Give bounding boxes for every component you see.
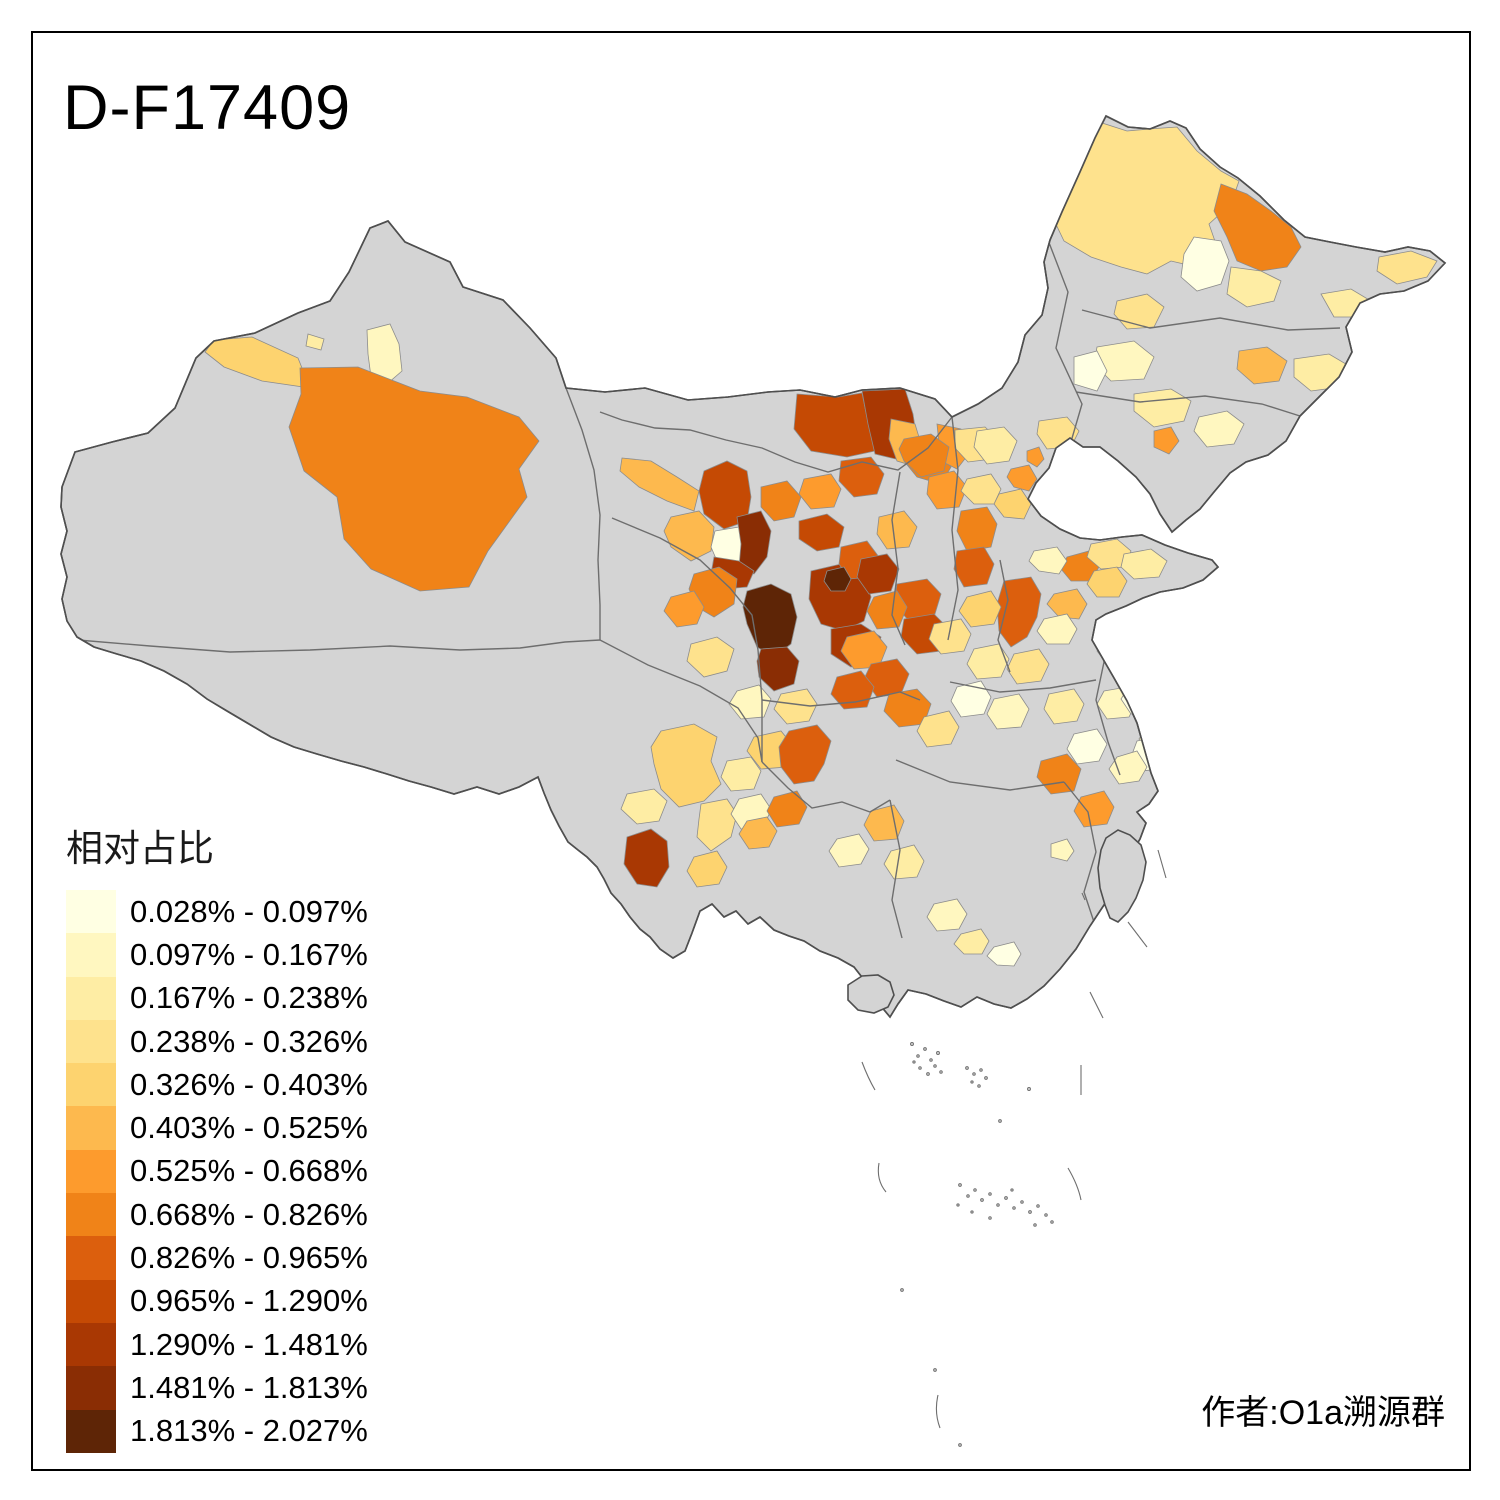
legend-item: 0.167% - 0.238% <box>66 976 368 1020</box>
legend-swatch <box>66 1193 116 1237</box>
legend-swatch <box>66 933 116 977</box>
page-title: D-F17409 <box>63 73 352 143</box>
legend-item: 0.097% - 0.167% <box>66 933 368 977</box>
legend-swatch <box>66 1063 116 1107</box>
legend-item: 0.525% - 0.668% <box>66 1149 368 1194</box>
legend-label: 0.965% - 1.290% <box>130 1283 368 1319</box>
taiwan-island <box>1097 829 1147 923</box>
legend-swatch <box>66 976 116 1020</box>
legend-item: 1.813% - 2.027% <box>66 1409 368 1453</box>
legend-swatch <box>66 1149 116 1194</box>
legend-title: 相对占比 <box>66 828 214 869</box>
legend-item: 0.238% - 0.326% <box>66 1019 368 1064</box>
legend-item: 0.028% - 0.097% <box>66 890 368 934</box>
legend-swatch <box>66 1409 116 1453</box>
legend-item: 0.403% - 0.525% <box>66 1106 368 1150</box>
legend-label: 0.097% - 0.167% <box>130 936 368 972</box>
legend-item: 1.290% - 1.481% <box>66 1322 368 1367</box>
south-china-sea-islands <box>861 849 1167 1447</box>
legend-item: 1.481% - 1.813% <box>66 1366 368 1410</box>
legend-swatch <box>66 1106 116 1150</box>
legend-swatch <box>66 1366 116 1410</box>
legend-label: 0.668% - 0.826% <box>130 1196 368 1232</box>
legend-label: 0.403% - 0.525% <box>130 1110 368 1146</box>
legend-swatch <box>66 1236 116 1280</box>
legend-label: 0.826% - 0.965% <box>130 1240 368 1276</box>
legend-swatch <box>66 1322 116 1367</box>
legend-label: 0.525% - 0.668% <box>130 1153 368 1189</box>
province-boundaries <box>77 239 1341 939</box>
legend-item: 0.668% - 0.826% <box>66 1193 368 1237</box>
legend-rows: 0.028% - 0.097% 0.097% - 0.167% 0.167% -… <box>66 890 368 1453</box>
legend-swatch <box>66 1279 116 1323</box>
legend-label: 0.028% - 0.097% <box>130 893 368 929</box>
legend-item: 0.826% - 0.965% <box>66 1236 368 1280</box>
hainan-island <box>847 974 895 1014</box>
legend-item: 0.965% - 1.290% <box>66 1279 368 1323</box>
legend-label: 1.481% - 1.813% <box>130 1369 368 1405</box>
legend: 相对占比 0.028% - 0.097% 0.097% - 0.167% 0.1… <box>66 818 368 1453</box>
legend-label: 0.326% - 0.403% <box>130 1066 368 1102</box>
legend-swatch <box>66 1019 116 1064</box>
legend-label: 1.290% - 1.481% <box>130 1326 368 1362</box>
legend-swatch <box>66 890 116 934</box>
legend-item: 0.326% - 0.403% <box>66 1063 368 1107</box>
legend-label: 0.167% - 0.238% <box>130 980 368 1016</box>
author-credit: 作者:O1a溯源群 <box>1201 1394 1445 1432</box>
legend-label: 0.238% - 0.326% <box>130 1023 368 1059</box>
legend-label: 1.813% - 2.027% <box>130 1413 368 1449</box>
